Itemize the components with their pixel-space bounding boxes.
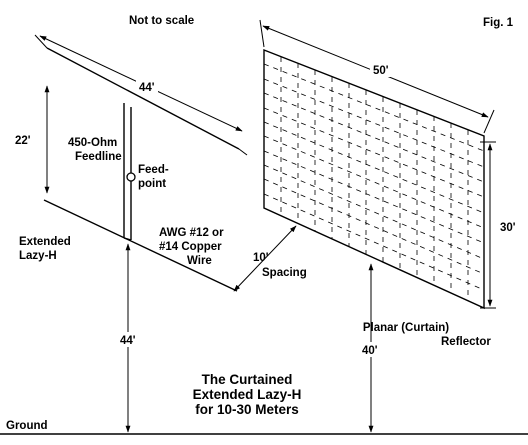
vertical-spacing-label: 22' [15, 135, 31, 147]
reflector-depth-label: 30' [500, 222, 516, 234]
lower-element [43, 199, 238, 292]
feedline-bottom [123, 237, 132, 241]
feedpoint-marker [126, 172, 136, 182]
reflector-name-line1: Planar (Curtain) [363, 322, 449, 334]
feedpoint-label-line2: point [138, 178, 166, 190]
spacing-dimension [233, 225, 297, 292]
antenna-name-line1: Extended [19, 236, 71, 248]
reflector-width-label: 50' [373, 65, 389, 77]
length-ext-right [238, 148, 248, 156]
wire-label-line1: AWG #12 or [159, 227, 224, 239]
antenna-length-label: 44' [139, 82, 155, 94]
title-line3: for 10-30 Meters [195, 402, 299, 417]
title-line1: The Curtained [202, 372, 293, 387]
feedpoint-label-line1: Feed- [138, 164, 169, 176]
feedline-label-line1: 450-Ohm [68, 137, 117, 149]
not-to-scale-label: Not to scale [129, 15, 194, 27]
reflector-height-label: 40' [362, 345, 378, 357]
wire-label-line3: Wire [187, 255, 212, 267]
feedline [123, 103, 132, 241]
figure-label: Fig. 1 [483, 17, 514, 29]
spacing-value-label: 10' [253, 252, 269, 264]
reflector-depth-dimension [480, 141, 496, 309]
upper-element [46, 47, 240, 150]
title-line2: Extended Lazy-H [193, 387, 302, 402]
spacing-label: Spacing [262, 267, 307, 279]
wire-label-line2: #14 Copper [159, 241, 222, 253]
antenna-name-line2: Lazy-H [19, 250, 57, 262]
antenna-height-label: 44' [120, 335, 136, 347]
feedline-label-line2: Feedline [75, 151, 122, 163]
reflector-name-line2: Reflector [441, 336, 491, 348]
ground-label: Ground [6, 420, 48, 432]
